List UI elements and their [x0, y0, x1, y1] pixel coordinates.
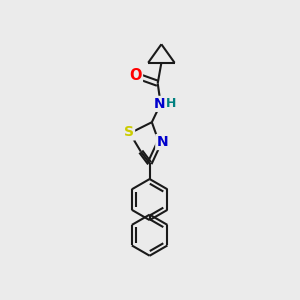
Text: O: O	[129, 68, 142, 83]
Text: H: H	[166, 98, 176, 110]
Text: S: S	[124, 125, 134, 140]
Text: N: N	[156, 135, 168, 149]
Text: N: N	[154, 97, 166, 111]
